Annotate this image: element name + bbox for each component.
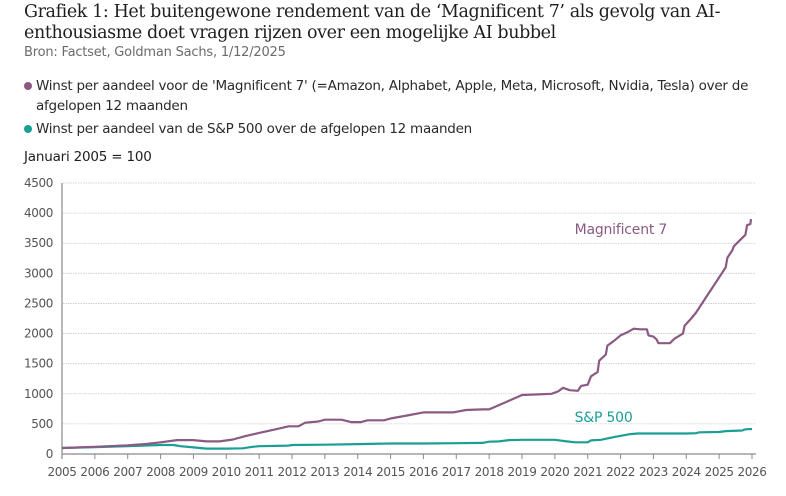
y-tick-label-2500: 2500	[24, 296, 53, 310]
series-label-s-p-500: S&P 500	[575, 410, 633, 426]
x-tick-label-2016: 2016	[409, 465, 438, 479]
legend-marker-magnificent-7	[24, 82, 32, 90]
x-tick-label-2014: 2014	[343, 465, 372, 479]
series-line-magnificent-7	[61, 218, 753, 450]
x-tick-label-2024: 2024	[672, 465, 701, 479]
legend-item-magnificent-7: Winst per aandeel voor de 'Magnificent 7…	[24, 76, 786, 116]
x-tick-label-2008: 2008	[146, 465, 175, 479]
y-tick-label-4000: 4000	[24, 206, 53, 220]
source-note: Bron: Factset, Goldman Sachs, 1/12/2025	[24, 45, 286, 60]
legend-item-sp500: Winst per aandeel van de S&P 500 over de…	[24, 119, 786, 139]
series-lines	[61, 218, 753, 450]
y-axis-ticks: 0 500 1000 1500 2000 2500 3000 3500 4000 4500	[24, 176, 53, 461]
x-tick-label-2023: 2023	[639, 465, 668, 479]
x-tick-label-2018: 2018	[475, 465, 504, 479]
y-tick-label-0: 0	[46, 447, 53, 461]
x-tick-label-2015: 2015	[376, 465, 405, 479]
x-tick-label-2005: 2005	[48, 465, 77, 479]
series-label-magnificent-7: Magnificent 7	[575, 222, 668, 238]
y-axis-unit-label: Januari 2005 = 100	[24, 149, 152, 165]
y-tick-label-1500: 1500	[24, 357, 53, 371]
y-tick-label-2000: 2000	[24, 327, 53, 341]
x-tick-label-2013: 2013	[310, 465, 339, 479]
y-tick-label-4500: 4500	[24, 176, 53, 190]
x-tick-label-2022: 2022	[606, 465, 635, 479]
x-tick-label-2011: 2011	[245, 465, 274, 479]
x-tick-label-2025: 2025	[705, 465, 734, 479]
x-tick-label-2021: 2021	[573, 465, 602, 479]
x-axis-ticks: 2005 2006 2007 2008 2009 2010 2011 2012 2013 2014…	[48, 454, 767, 479]
x-tick-label-2006: 2006	[80, 465, 109, 479]
x-tick-label-2019: 2019	[508, 465, 537, 479]
x-tick-label-2020: 2020	[540, 465, 569, 479]
y-tick-label-3000: 3000	[24, 266, 53, 280]
series-labels: S&P 500 Magnificent 7	[575, 222, 668, 426]
x-tick-label-2012: 2012	[278, 465, 307, 479]
y-tick-label-3500: 3500	[24, 236, 53, 250]
x-tick-label-2007: 2007	[113, 465, 142, 479]
y-tick-label-1000: 1000	[24, 387, 53, 401]
x-tick-label-2017: 2017	[442, 465, 471, 479]
x-tick-label-2026: 2026	[738, 465, 767, 479]
legend-label-sp500: Winst per aandeel van de S&P 500 over de…	[36, 121, 472, 137]
gridlines	[63, 182, 756, 425]
chart-title: Grafiek 1: Het buitengewone rendement va…	[24, 2, 721, 43]
y-tick-label-500: 500	[31, 417, 53, 431]
legend: Winst per aandeel voor de 'Magnificent 7…	[24, 76, 786, 142]
legend-marker-sp500	[24, 125, 32, 133]
x-tick-label-2009: 2009	[179, 465, 208, 479]
x-tick-label-2010: 2010	[212, 465, 241, 479]
series-line-s-p-500	[61, 427, 753, 450]
legend-label-magnificent-7: Winst per aandeel voor de 'Magnificent 7…	[36, 78, 749, 114]
